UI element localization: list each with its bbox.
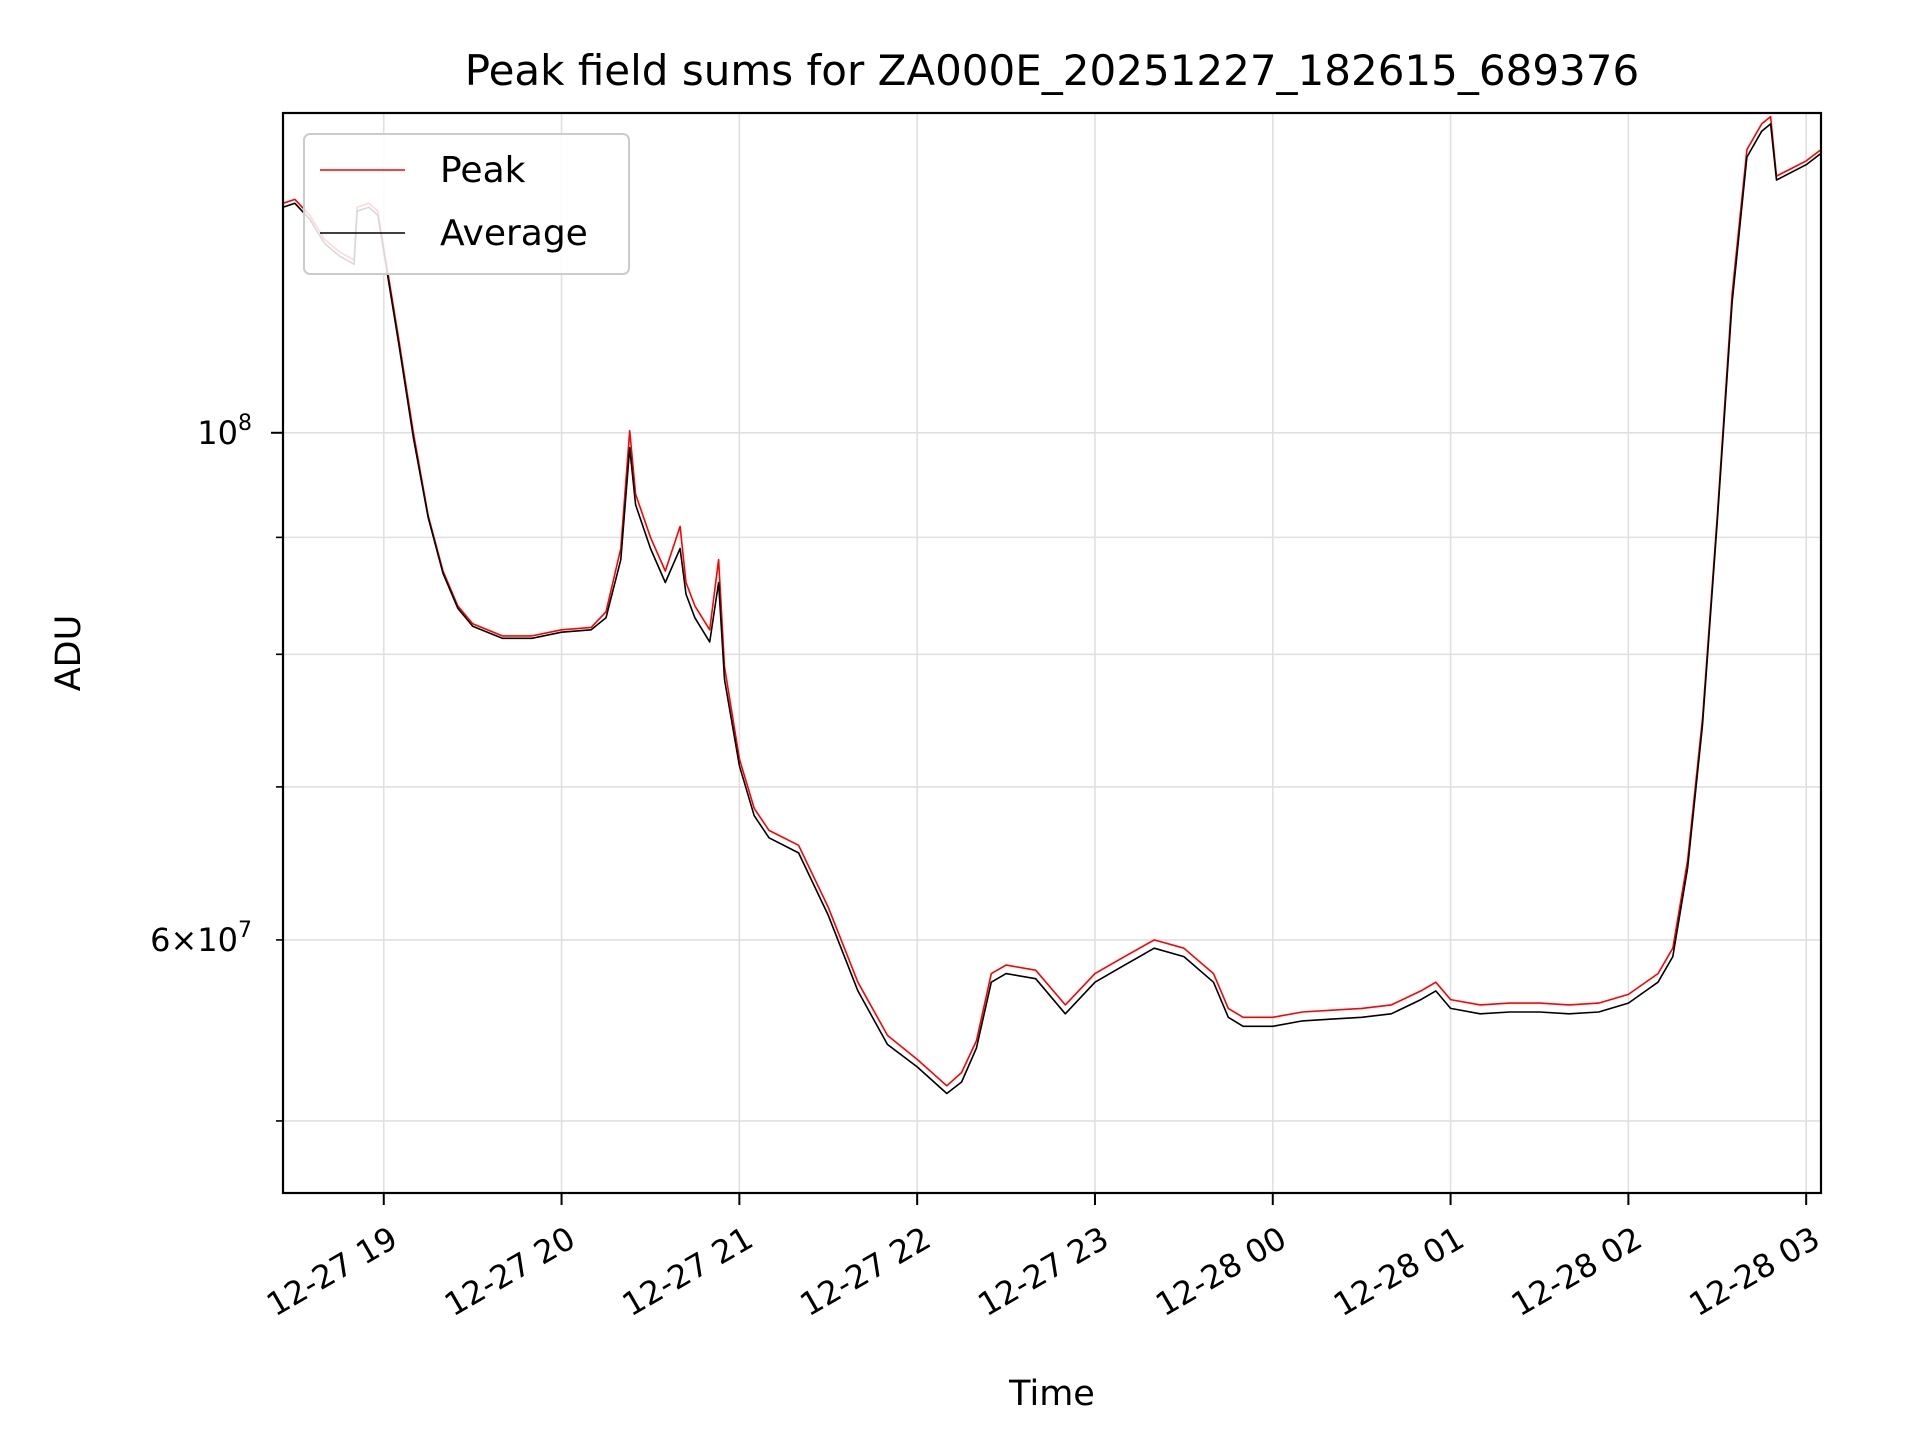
x-axis-label: Time [1008,1374,1095,1414]
legend-label-peak: Peak [440,150,526,191]
y-tick-label: 6×107 [150,918,252,959]
chart-title: Peak field sums for ZA000E_20251227_1826… [465,46,1639,95]
y-axis-label: ADU [49,615,89,692]
plot-frame [281,111,1823,1195]
series-layer [282,115,1822,1095]
legend: Peak Average [303,133,630,275]
legend-label-average: Average [440,213,588,254]
series-line-average [282,123,1822,1095]
series-line-peak [282,115,1822,1087]
grid-lines [283,113,1821,1193]
legend-box [303,133,630,275]
